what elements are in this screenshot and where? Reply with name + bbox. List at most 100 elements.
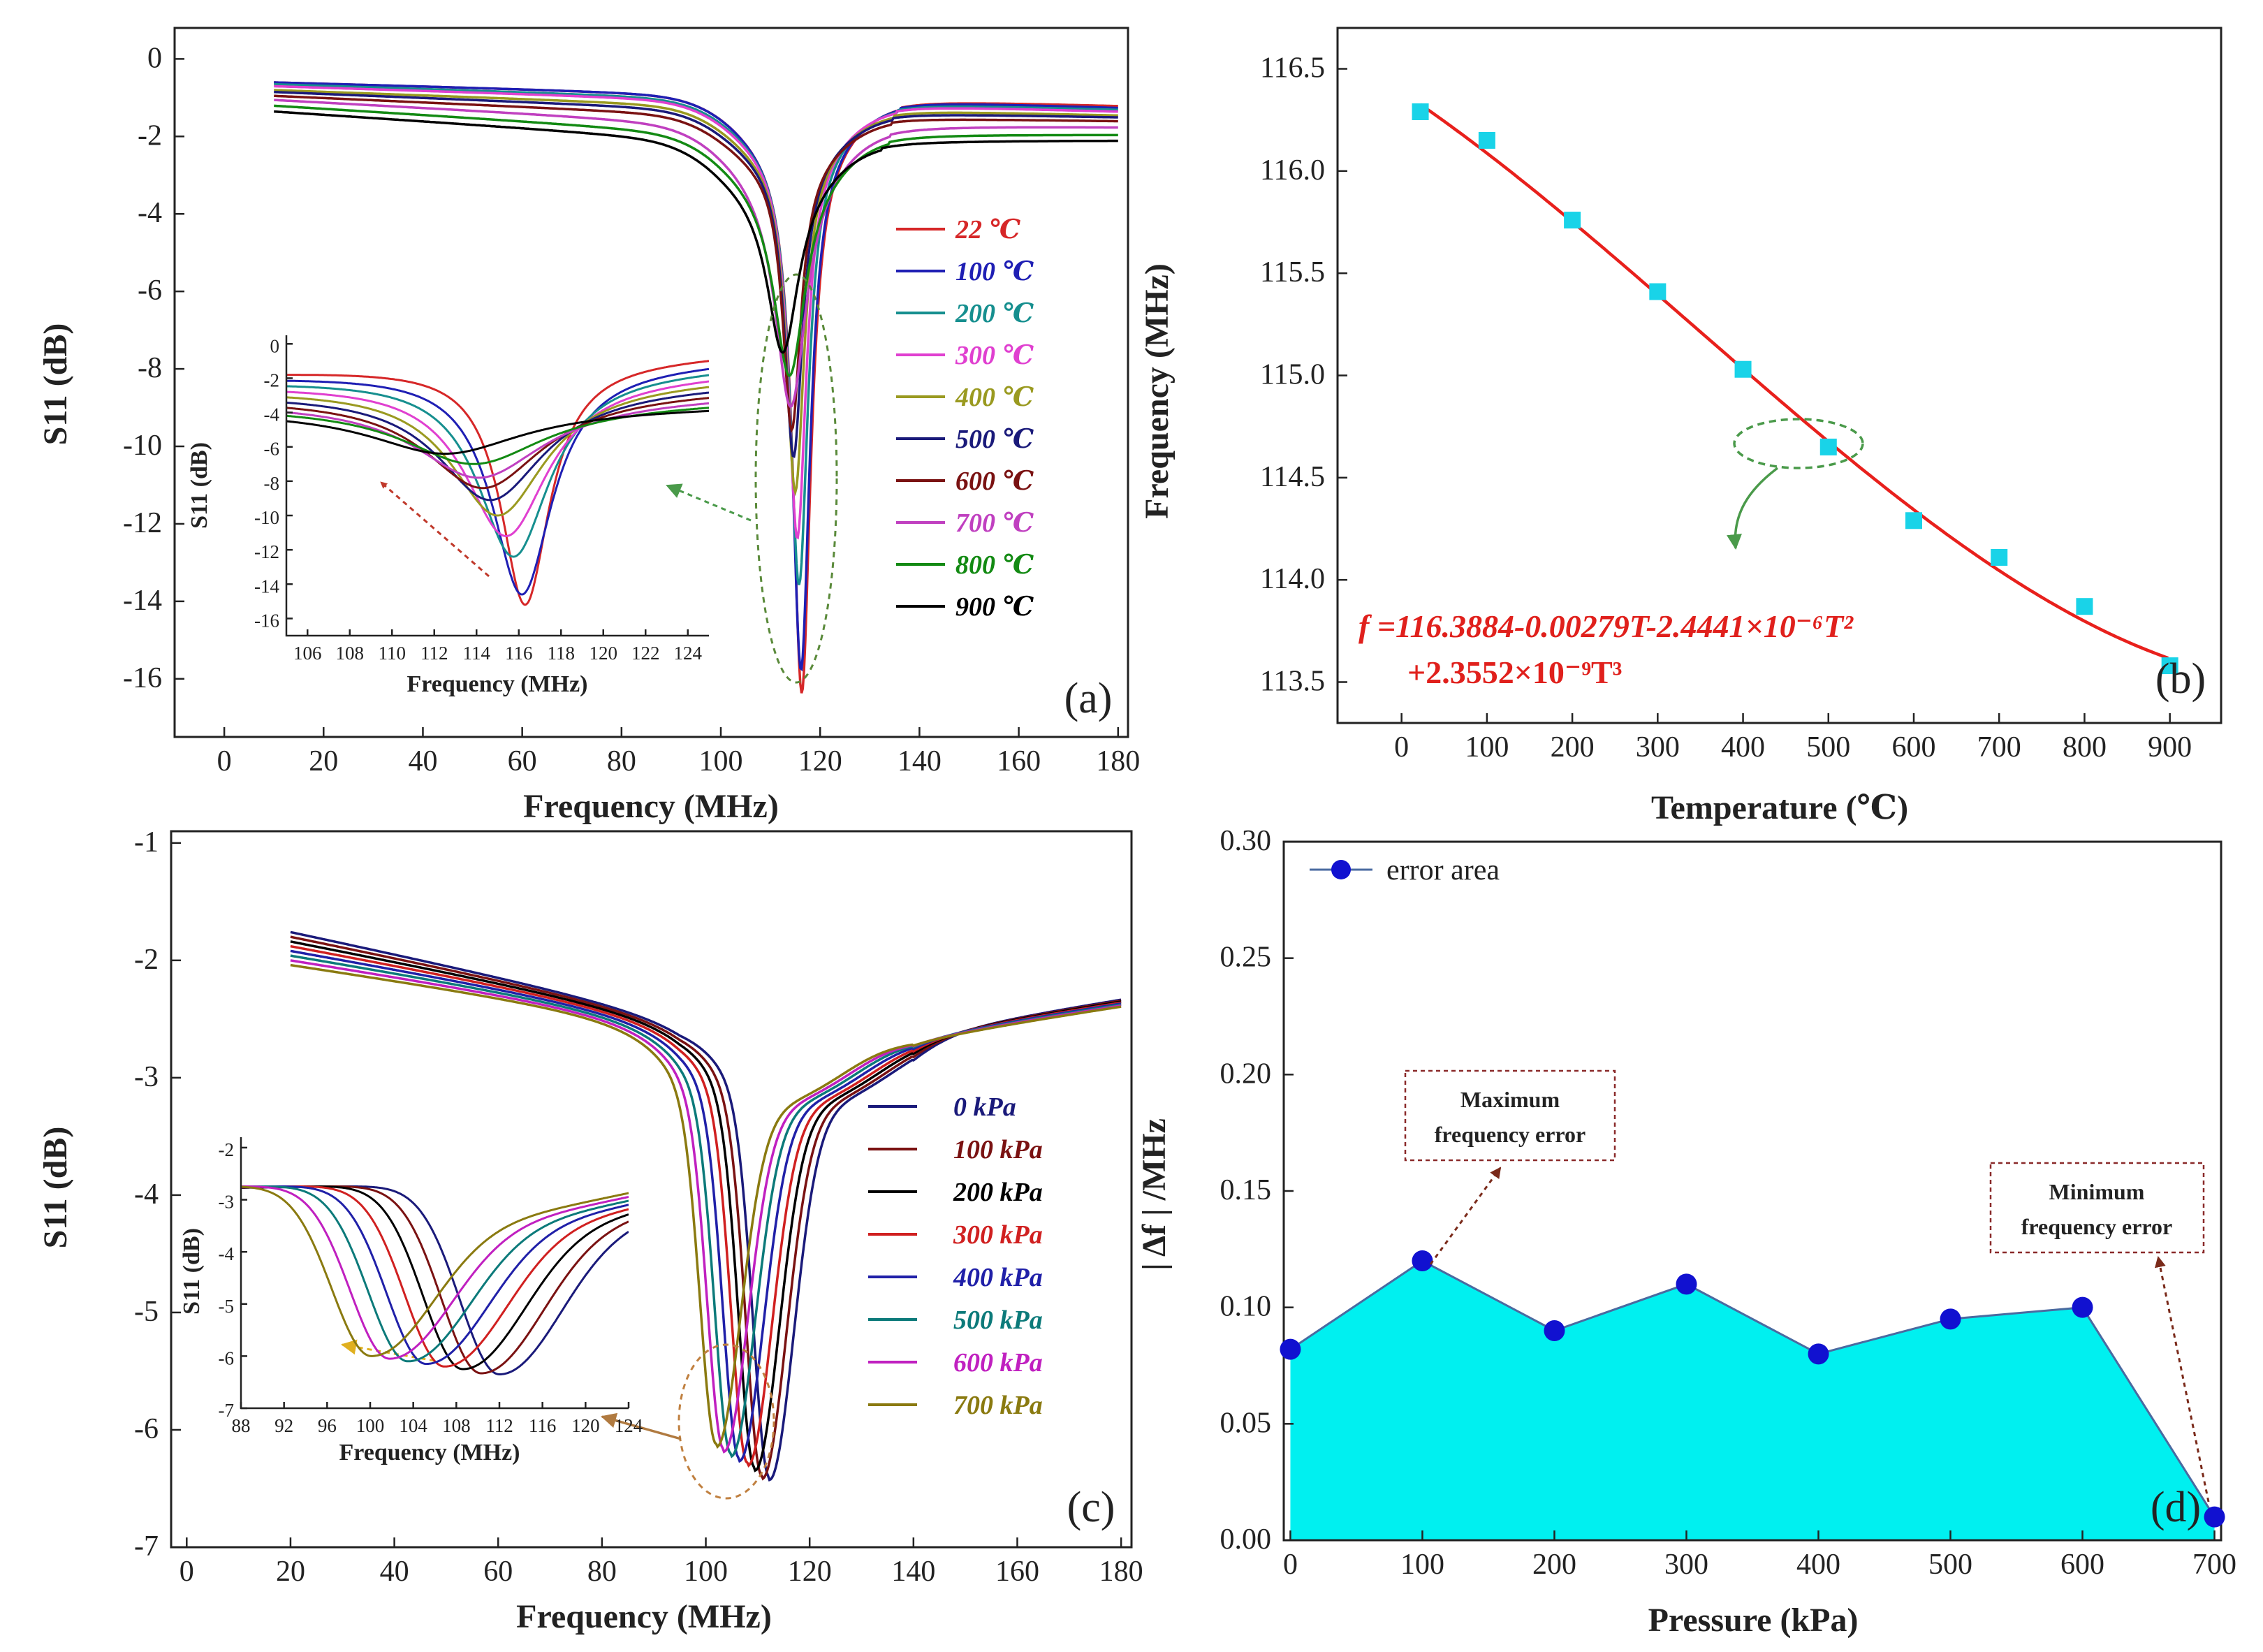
panel-d-y-axis-label: | Δf | /MHz (1136, 1118, 1173, 1271)
panel-b-xtick-label: 600 (1892, 731, 1936, 763)
panel-c-inset-xtick-label: 96 (318, 1415, 337, 1436)
panel-a-inset-series-line (286, 391, 709, 502)
panel-a-inset-ytick-label: -2 (264, 370, 280, 390)
panel-c-inset-xtick-label: 88 (232, 1415, 251, 1436)
panel-a: 0 20 40 60 80 100 120 140 160 180 0 -2 -4 -6 -8 -10 -12… (37, 27, 1140, 825)
panel-b-data-point (1905, 512, 1922, 529)
panel-a-xtick-label: 0 (217, 745, 232, 777)
panel-a-legend-label: 900 ℃ (955, 592, 1034, 622)
panel-b-ytick-label: 116.0 (1260, 154, 1325, 187)
panel-a-inset-y-ticks: 0 -2 -4 -6 -8 -10 -12 -14 -16 (254, 335, 293, 631)
panel-b-ytick-label: 115.5 (1260, 256, 1325, 288)
panel-c-inset-xtick-label: 108 (442, 1415, 471, 1436)
panel-d-dots (1280, 1250, 2225, 1528)
panel-c-frame (170, 830, 1133, 1549)
panel-b-fit-curve (1419, 103, 2169, 660)
panel-b-xtick-label: 300 (1636, 731, 1680, 763)
panel-d-annotation-max-arrow (1429, 1167, 1502, 1265)
panel-b-data-point (2076, 598, 2093, 615)
panel-d-xtick-label: 700 (2192, 1549, 2236, 1581)
panel-c-inset-ytick-label: -3 (219, 1192, 235, 1213)
panel-b-data-point (2161, 657, 2178, 675)
panel-c-inset-ytick-label: -2 (219, 1139, 235, 1160)
panel-a-inset-curves (286, 360, 709, 606)
panel-a-xtick-label: 40 (408, 745, 437, 777)
panel-a-inset-series-line (286, 409, 709, 455)
panel-d-xtick-label: 100 (1400, 1549, 1444, 1581)
panel-c-inset-series-line (241, 1185, 629, 1366)
panel-c-inset-xtick-label: 112 (485, 1415, 513, 1436)
panel-a-series-line (274, 85, 1118, 540)
panel-a-series-line (274, 110, 1118, 354)
panel-d-legend: error area (1310, 854, 1500, 886)
panel-b-ytick-label: 116.5 (1260, 52, 1325, 85)
panel-c-legend-label: 0 kPa (953, 1092, 1016, 1122)
panel-d-xtick-label: 200 (1532, 1549, 1576, 1581)
panel-c-inset-xtick-label: 92 (274, 1415, 293, 1436)
panel-a-inset-axes (285, 335, 709, 637)
panel-a-inset-ytick-label: -8 (264, 473, 280, 494)
panel-a-inset-xtick-label: 106 (293, 643, 322, 664)
panel-c-xtick-label: 160 (995, 1556, 1039, 1588)
panel-a-inset-xtick-label: 114 (463, 643, 491, 664)
panel-c-inset-ytick-label: -7 (219, 1400, 235, 1421)
panel-a-red-arrow (380, 481, 490, 578)
panel-d-xtick-label: 400 (1796, 1549, 1840, 1581)
panel-a-legend: 22 ℃ 100 ℃ 200 ℃ 300 ℃ 400 ℃ 500 ℃ 600 ℃ 700 ℃ 8… (896, 215, 1034, 622)
panel-a-series-line (274, 81, 1118, 672)
panel-d-data-point (1412, 1250, 1433, 1271)
panel-a-legend-label: 100 ℃ (955, 257, 1034, 286)
panel-a-inset-xtick-label: 120 (589, 643, 618, 664)
panel-c-inset-y-ticks: -2 -3 -4 -5 -6 -7 (219, 1139, 247, 1421)
panel-c-xtick-label: 120 (788, 1556, 832, 1588)
panel-b-xtick-label: 500 (1806, 731, 1850, 763)
panel-c-ytick-label: -5 (134, 1296, 159, 1328)
panel-d-legend-label: error area (1386, 854, 1500, 886)
panel-a-xtick-label: 60 (508, 745, 537, 777)
panel-c-legend-label: 100 kPa (953, 1135, 1043, 1164)
panel-a-xtick-label: 120 (798, 745, 842, 777)
panel-d-error-area (1290, 1261, 2215, 1540)
panel-a-inset-xtick-label: 108 (336, 643, 365, 664)
panel-b-data-point (1819, 438, 1837, 455)
panel-d-annotation-min-line1: Minimum (2049, 1179, 2145, 1204)
panel-d-annotation-min-box (1989, 1162, 2205, 1254)
panel-a-legend-label: 800 ℃ (955, 550, 1034, 580)
panel-c-legend-label: 400 kPa (953, 1263, 1043, 1292)
panel-c-xtick-label: 100 (684, 1556, 728, 1588)
panel-d-annotation-min: Minimum frequency error (1989, 1162, 2210, 1503)
panel-d-data-point (2204, 1506, 2225, 1528)
panel-a-legend-label: 400 ℃ (955, 383, 1034, 412)
panel-d-annotation-min-line2: frequency error (2021, 1214, 2173, 1239)
panel-a-inset-ytick-label: 0 (270, 335, 280, 356)
panel-a-dip-ellipse (754, 273, 838, 684)
panel-a-inset-xtick-label: 118 (548, 643, 576, 664)
panel-c-dip-ellipse (678, 1343, 775, 1500)
panel-c-curves (290, 930, 1122, 1482)
panel-b-data-point (1478, 131, 1495, 149)
panel-a-inset-x-ticks: 106 108 110 112 114 116 118 120 122 124 (293, 629, 703, 664)
panel-b-ytick-label: 113.5 (1260, 665, 1325, 697)
panel-a-green-arrow (666, 483, 752, 522)
panel-a-inset-series-line (286, 386, 709, 517)
panel-a-inset-ytick-label: -16 (254, 610, 279, 631)
panel-d-ytick-label: 0.20 (1220, 1058, 1272, 1090)
panel-b-x-ticks: 0 100 200 300 400 500 600 700 800 900 (1394, 713, 2192, 763)
panel-c-inset-y-label: S11 (dB) (179, 1228, 205, 1315)
panel-a-inset-ytick-label: -6 (264, 439, 280, 460)
panel-a-legend-label: 700 ℃ (955, 509, 1034, 538)
panel-d-error-line (1289, 1259, 2216, 1518)
panel-a-inset-series-line (286, 397, 709, 490)
panel-b-plot (1412, 103, 2178, 675)
panel-c-inset-series-line (241, 1185, 629, 1357)
panel-c-ytick-label: -7 (134, 1530, 159, 1563)
panel-c-xtick-label: 60 (483, 1556, 513, 1588)
panel-c-x-ticks: 0 20 40 60 80 100 120 140 160 180 (180, 1537, 1143, 1588)
panel-c-legend-label: 600 kPa (953, 1348, 1043, 1377)
panel-c-inset-ytick-label: -5 (219, 1296, 235, 1317)
panel-a-label: (a) (1064, 675, 1113, 722)
panel-b-label: (b) (2155, 655, 2206, 703)
panel-c-inset-xtick-label: 116 (529, 1415, 557, 1436)
panel-d-ytick-label: 0.10 (1220, 1291, 1272, 1323)
